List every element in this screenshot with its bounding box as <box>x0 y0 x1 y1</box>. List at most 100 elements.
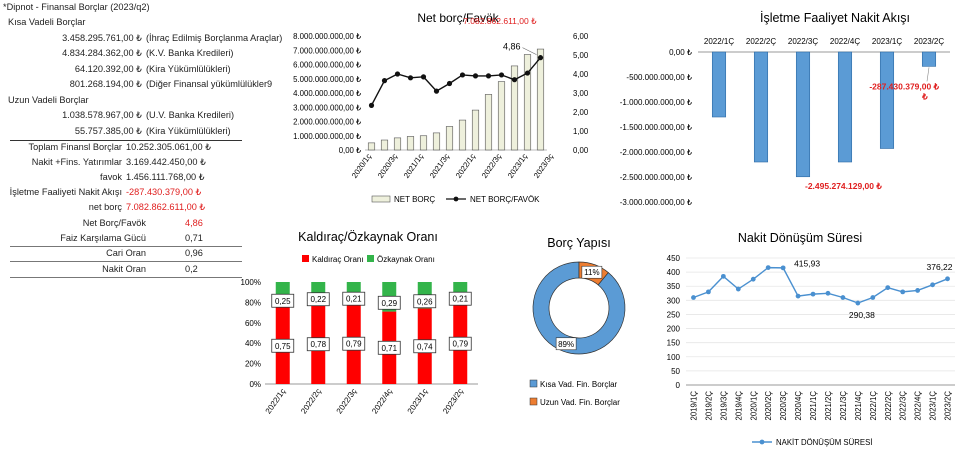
y-tick-label: 40% <box>245 339 261 348</box>
table-row: 4.834.284.362,00 ₺ (K.V. Banka Kredileri… <box>0 46 244 61</box>
peak-label: 415,93 <box>794 259 820 269</box>
y-left-tick-label: 8.000.000.000,00 ₺ <box>293 32 361 41</box>
ratio-row: Faiz Karşılama Gücü 0,71 <box>0 231 244 246</box>
legend-swatch-marker <box>759 439 765 445</box>
equity-data-label: 0,25 <box>275 297 291 306</box>
data-label-box <box>413 339 437 354</box>
leverage-data-label: 0,79 <box>452 340 468 349</box>
row-label: (Diğer Finansal yükümlülükler9 <box>146 79 273 89</box>
favok-ratio-point <box>537 55 544 61</box>
x-tick-label: 2022/3Ç <box>899 391 908 421</box>
x-tick-label: 2021/3ç <box>428 152 451 180</box>
x-tick-label: 2023/1ç <box>406 387 430 415</box>
cash-cycle-point <box>930 282 935 288</box>
cash-cycle-point <box>750 276 756 282</box>
equity-data-label: 0,22 <box>310 295 326 304</box>
x-tick-label: 2022/1Ç <box>869 391 878 421</box>
summary-value: -287.430.379,00 ₺ <box>126 187 202 197</box>
last-point-label: 4,86 <box>503 42 521 52</box>
data-label-box <box>377 340 401 355</box>
y-tick-label: -500.000.000,00 ₺ <box>626 73 692 82</box>
summary-row: Toplam Finansl Borçlar 10.252.305.061,00… <box>0 140 244 155</box>
y-tick-label: 350 <box>667 282 681 291</box>
x-tick-label: 2020/3ç <box>376 152 399 180</box>
data-label-box <box>581 265 603 279</box>
net-borc-bar <box>536 48 545 151</box>
favok-ratio-point <box>368 102 375 108</box>
x-tick-label: 2023/2ç <box>441 387 465 415</box>
favok-ratio-point <box>524 70 531 76</box>
x-tick-label: 2023/1ç <box>506 152 529 180</box>
y-right-tick-label: 6,00 <box>573 32 589 41</box>
favok-ratio-point <box>381 78 388 84</box>
x-tick-label: 2022/3ç <box>480 152 503 180</box>
y-tick-label: 450 <box>667 254 681 263</box>
long-term-header: Uzun Vadeli Borçlar <box>8 95 89 105</box>
ratio-value: 0,2 <box>185 264 198 274</box>
x-tick-label: 2022/1Ç <box>704 37 734 46</box>
x-tick-label: 2020/1ç <box>350 152 373 180</box>
cash-cycle-point <box>795 293 801 299</box>
annotation-leader <box>522 47 537 55</box>
cash-cycle-point <box>945 276 950 282</box>
summary-value: 7.082.862.611,00 ₺ <box>126 202 206 212</box>
favok-ratio-point <box>446 80 453 87</box>
ratio-row: Net Borç/Favök 4,86 <box>0 216 244 231</box>
y-tick-label: 80% <box>245 298 261 307</box>
x-tick-label: 2022/2Ç <box>746 37 776 46</box>
favok-ratio-point <box>472 73 479 79</box>
summary-row: favok 1.456.111.768,00 ₺ <box>0 170 244 185</box>
legend-label: NET BORÇ <box>394 195 435 204</box>
row-value: 1.038.578.967,00 ₺ <box>62 110 142 120</box>
cash-cycle-point <box>706 289 711 295</box>
y-tick-label: -2.500.000.000,00 ₺ <box>620 173 692 182</box>
x-tick-label: 2022/2Ç <box>884 391 893 421</box>
x-tick-label: 2022/4ç <box>370 387 394 415</box>
y-tick-label: 20% <box>245 360 261 369</box>
slice-data-label: 11% <box>584 268 599 277</box>
cash-flow-bar <box>879 51 895 149</box>
last-label: 376,22 <box>927 262 953 272</box>
divider <box>10 277 242 278</box>
x-tick-label: 2019/3Ç <box>719 391 728 421</box>
row-value: 3.458.295.761,00 ₺ <box>62 33 142 43</box>
legend-label: Kısa Vad. Fin. Borçlar <box>540 380 618 389</box>
y-left-tick-label: 0,00 ₺ <box>339 146 361 155</box>
row-label: (K.V. Banka Kredileri) <box>146 48 234 58</box>
cash-cycle-point <box>765 265 771 271</box>
favok-ratio-point <box>459 72 466 78</box>
currency-symbol: ₺ <box>921 91 928 101</box>
row-label: (İhraç Edilmiş Borçlanma Araçlar) <box>146 33 283 43</box>
x-tick-label: 2022/4Ç <box>914 391 923 421</box>
legend-swatch-marker <box>453 196 459 202</box>
last-value-label: -287.430.379,00 ₺ <box>869 81 939 91</box>
favok-ratio-point <box>498 72 505 78</box>
data-label-box <box>342 336 366 351</box>
legend-label: Uzun Vad. Fin. Borçlar <box>540 398 620 407</box>
ratio-value: 0,71 <box>185 233 203 243</box>
y-tick-label: 60% <box>245 319 261 328</box>
favok-ratio-point <box>394 71 401 77</box>
y-tick-label: 0 <box>676 381 681 390</box>
cash-cycle-point <box>825 290 831 296</box>
chart-title: İşletme Faaliyet Nakit Akışı <box>760 11 910 25</box>
net-borc-bar <box>445 126 454 151</box>
row-value: 4.834.284.362,00 ₺ <box>62 48 142 58</box>
summary-row: net borç 7.082.862.611,00 ₺ <box>0 200 244 215</box>
donut-slice <box>532 261 626 355</box>
favok-ratio-point <box>511 77 518 83</box>
x-tick-label: 2020/3Ç <box>779 391 788 421</box>
ratio-value: 0,96 <box>185 248 203 258</box>
y-right-tick-label: 0,00 <box>573 146 589 155</box>
cash-cycle-line <box>693 266 948 304</box>
table-row: 1.038.578.967,00 ₺ (U.V. Banka Kredileri… <box>0 108 244 123</box>
y-tick-label: 300 <box>667 296 681 305</box>
x-tick-label: 2023/1Ç <box>929 391 938 421</box>
summary-value: 3.169.442.450,00 ₺ <box>126 157 206 167</box>
ratio-row: Nakit Oran 0,2 <box>0 262 244 277</box>
table-row: 64.120.392,00 ₺ (Kira Yükümlülükleri) <box>0 62 244 77</box>
y-right-tick-label: 5,00 <box>573 51 589 60</box>
summary-label: İşletme Faaliyeti Nakit Akışı <box>9 187 122 197</box>
favok-ratio-point <box>420 74 427 80</box>
legend-swatch-bar <box>371 195 391 203</box>
